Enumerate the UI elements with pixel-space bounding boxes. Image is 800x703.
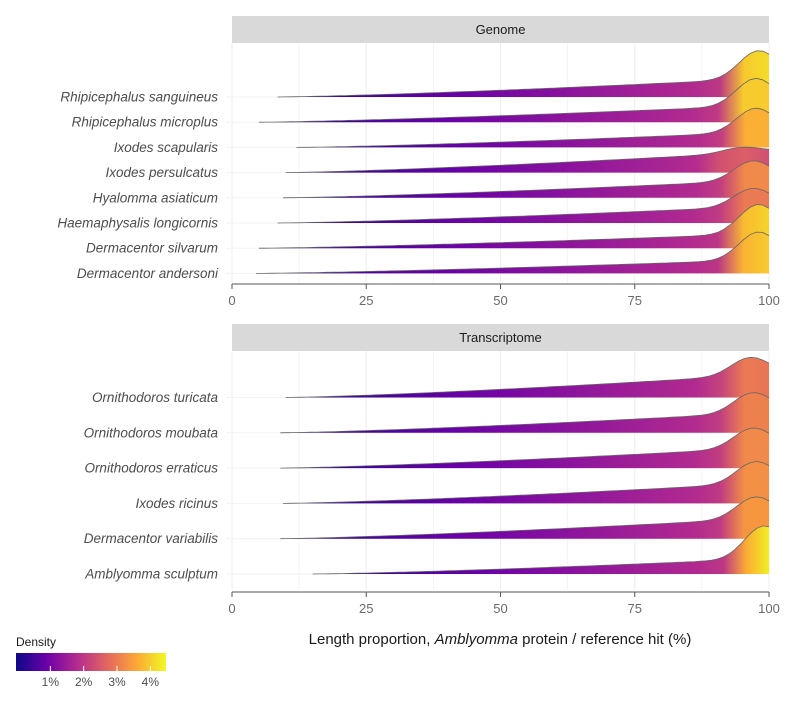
ridge-outline [277,188,770,224]
panel-strip [232,16,769,43]
legend-tick-label: 1% [42,675,60,689]
ridge-outline [285,146,770,173]
ridge-outline [296,107,770,148]
ridge-area [277,50,769,97]
row-label: Dermacentor variabilis [84,531,219,546]
ridge-area [280,392,769,433]
ridge-area [280,496,769,539]
ridge-outline [280,496,770,540]
x-axis-title: Length proportion, Amblyomma protein / r… [309,631,692,648]
row-label: Ornithodoros erraticus [84,461,218,476]
panel-strip [232,324,769,351]
legend-tick-label: 4% [142,675,160,689]
panel-transcriptome: Transcriptome Ornithodoros turicata Ornith… [84,324,780,616]
ridge-outline [285,356,770,398]
ridge-area [258,78,769,123]
row-label: Dermacentor silvarum [86,241,218,256]
x-tick-label: 0 [228,293,235,308]
legend-tick-label: 3% [108,675,126,689]
row-label: Dermacentor andersoni [77,266,219,281]
legend-tick-label: 2% [75,675,93,689]
row-label: Ornithodoros turicata [92,390,219,405]
x-tick-label: 50 [493,601,507,616]
ridge-outline [280,427,770,469]
ridge-outline [282,461,770,504]
ridge-outline [282,160,770,199]
row-label: Ornithodoros moubata [84,425,219,440]
ridge-outline [312,525,770,575]
panel-title: Genome [476,22,526,37]
ridge-area [283,161,769,198]
ridge-area [312,525,769,574]
row-label: Ixodes ricinus [135,496,218,511]
panel-genome: Genome Rhipicephalus sanguineus Rhipicepha… [57,16,780,308]
ridge-area [296,108,769,148]
ridge-area [285,147,769,173]
ridge-outline [258,204,770,249]
ridge-area [256,232,769,274]
x-tick-label: 50 [493,293,507,308]
ridge-outline [256,231,770,274]
x-tick-label: 25 [359,293,373,308]
density-legend: Density 1% 2% 3% 4% [16,635,166,689]
row-label: Amblyomma sculptum [84,567,218,582]
row-label: Ixodes persulcatus [105,165,218,180]
ridge-area [277,188,769,223]
legend-title: Density [16,635,56,649]
ridge-outline [277,50,770,98]
legend-colorbar [16,653,166,671]
x-tick-label: 100 [758,601,780,616]
panels: Genome Rhipicephalus sanguineus Rhipicepha… [57,16,780,616]
x-tick-label: 75 [628,601,642,616]
row-label: Hyalomma asiaticum [93,190,218,205]
ridge-outline [258,77,770,123]
ridge-area [285,357,769,398]
ridge-outline [280,392,770,434]
x-tick-label: 75 [628,293,642,308]
ridge-area [283,461,769,504]
ridge-area [258,204,769,249]
ridge-area [280,428,769,469]
x-tick-label: 0 [228,601,235,616]
row-label: Rhipicephalus sanguineus [60,90,218,105]
x-tick-label: 100 [758,293,780,308]
row-label: Rhipicephalus microplus [72,115,219,130]
row-label: Haemaphysalis longicornis [57,216,218,231]
row-label: Ixodes scapularis [114,140,219,155]
panel-title: Transcriptome [459,330,542,345]
x-tick-label: 25 [359,601,373,616]
